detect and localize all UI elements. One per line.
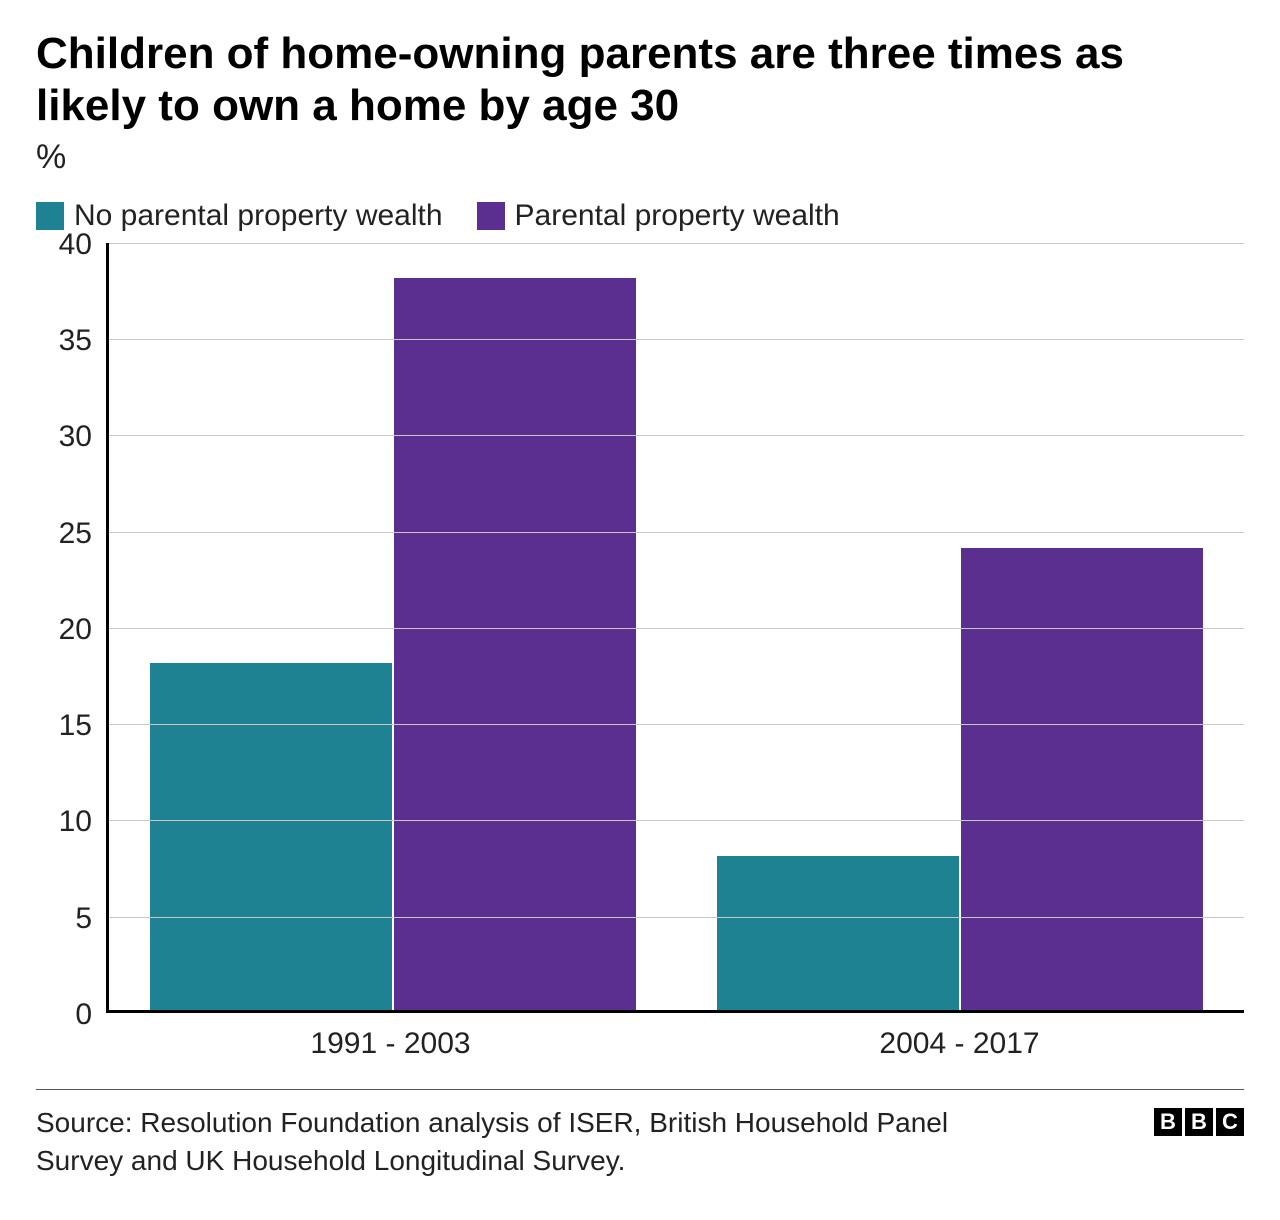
bar (394, 278, 636, 1010)
chart-container: Children of home-owning parents are thre… (0, 0, 1280, 1219)
y-axis-label: 30 (36, 420, 92, 454)
y-axis-label: 20 (36, 613, 92, 647)
bbc-logo-box: B (1154, 1108, 1182, 1136)
bar-group (109, 243, 677, 1010)
legend-swatch (36, 202, 64, 230)
bar (717, 856, 959, 1010)
grid-line (109, 532, 1244, 533)
chart-subtitle: % (36, 138, 1244, 177)
y-axis-label: 0 (36, 998, 92, 1032)
bbc-logo: BBC (1154, 1104, 1244, 1136)
x-axis-labels: 1991 - 20032004 - 2017 (106, 1027, 1244, 1061)
y-axis-label: 10 (36, 805, 92, 839)
bar (961, 548, 1203, 1010)
legend-item: No parental property wealth (36, 199, 443, 233)
bar (150, 663, 392, 1010)
grid-line (109, 243, 1244, 244)
grid-line (109, 628, 1244, 629)
legend-item: Parental property wealth (477, 199, 840, 233)
y-axis-label: 40 (36, 228, 92, 262)
legend: No parental property wealth Parental prop… (36, 199, 1244, 233)
grid-line (109, 917, 1244, 918)
x-axis-label: 2004 - 2017 (675, 1027, 1244, 1061)
chart-area: 1991 - 20032004 - 2017 0510152025303540 (36, 243, 1244, 1061)
y-axis-label: 35 (36, 324, 92, 358)
plot-region (106, 243, 1244, 1013)
legend-swatch (477, 202, 505, 230)
grid-line (109, 339, 1244, 340)
chart-title: Children of home-owning parents are thre… (36, 28, 1244, 132)
bar-group (677, 243, 1245, 1010)
y-axis-label: 5 (36, 902, 92, 936)
grid-line (109, 820, 1244, 821)
grid-line (109, 435, 1244, 436)
legend-label: No parental property wealth (74, 199, 443, 233)
bbc-logo-box: C (1216, 1108, 1244, 1136)
source-text: Source: Resolution Foundation analysis o… (36, 1104, 1016, 1180)
legend-label: Parental property wealth (515, 199, 840, 233)
grid-line (109, 724, 1244, 725)
y-axis-label: 15 (36, 709, 92, 743)
bbc-logo-box: B (1185, 1108, 1213, 1136)
bars-holder (109, 243, 1244, 1010)
y-axis-label: 25 (36, 517, 92, 551)
chart-footer: Source: Resolution Foundation analysis o… (36, 1089, 1244, 1180)
x-axis-label: 1991 - 2003 (106, 1027, 675, 1061)
